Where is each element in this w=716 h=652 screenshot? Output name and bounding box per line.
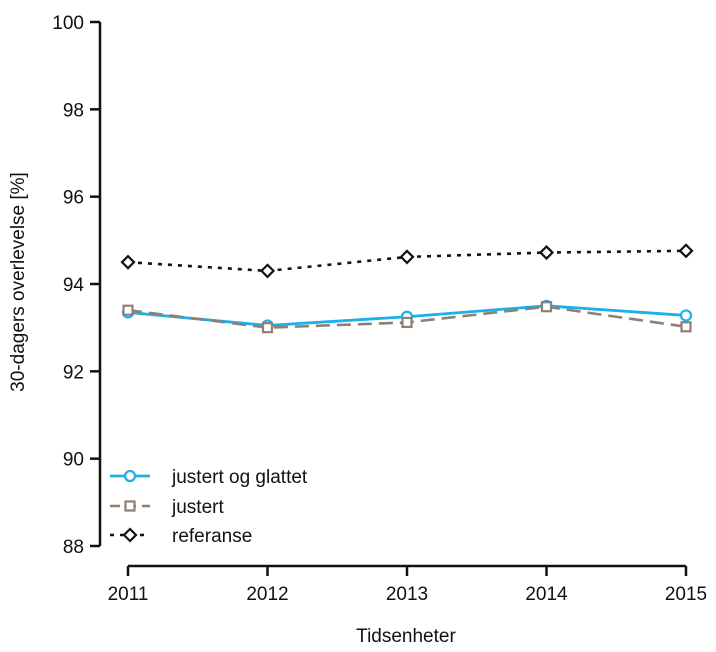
legend-item: justert og glattet (110, 467, 308, 488)
y-tick-label: 98 (63, 100, 84, 121)
data-point (680, 321, 692, 333)
y-ticks: 88 90 92 94 96 98 100 (52, 13, 100, 558)
y-tick-label: 94 (63, 275, 85, 296)
x-tick-label: 2014 (525, 584, 568, 605)
data-point (679, 309, 693, 322)
x-tick-label: 2011 (108, 584, 149, 605)
series-2 (120, 243, 694, 279)
x-ticks: 2011 2012 2013 2014 2015 (108, 566, 707, 605)
legend-item: referanse (110, 526, 252, 547)
series-1 (122, 301, 692, 334)
x-axis-title: Tidsenheter (356, 626, 456, 647)
y-tick-label: 92 (63, 362, 84, 383)
data-point (401, 316, 413, 329)
legend-item: justert (110, 497, 224, 518)
x-tick-label: 2015 (665, 584, 707, 605)
series-layer (120, 243, 694, 334)
legend: justert og glattet justert referanse (110, 467, 308, 547)
y-tick-label: 100 (52, 13, 84, 34)
legend-label: referanse (172, 526, 252, 547)
data-point (261, 322, 274, 334)
legend-label: justert (171, 497, 224, 518)
data-point (120, 254, 136, 270)
legend-marker (124, 500, 136, 512)
x-tick-label: 2012 (246, 584, 288, 605)
data-point (540, 301, 553, 313)
y-tick-label: 90 (63, 450, 84, 471)
series-line (127, 249, 687, 273)
legend-label: justert og glattet (171, 467, 308, 488)
data-point (122, 304, 134, 316)
y-tick-label: 96 (63, 188, 84, 209)
data-point (678, 243, 694, 259)
legend-marker (123, 469, 137, 483)
data-point (399, 249, 415, 265)
y-tick-label: 88 (63, 537, 84, 558)
legend-marker (122, 527, 138, 543)
x-tick-label: 2013 (386, 584, 428, 605)
data-point (538, 245, 555, 261)
data-point (259, 263, 276, 279)
y-axis-title: 30-dagers overlevelse [%] (8, 172, 29, 392)
